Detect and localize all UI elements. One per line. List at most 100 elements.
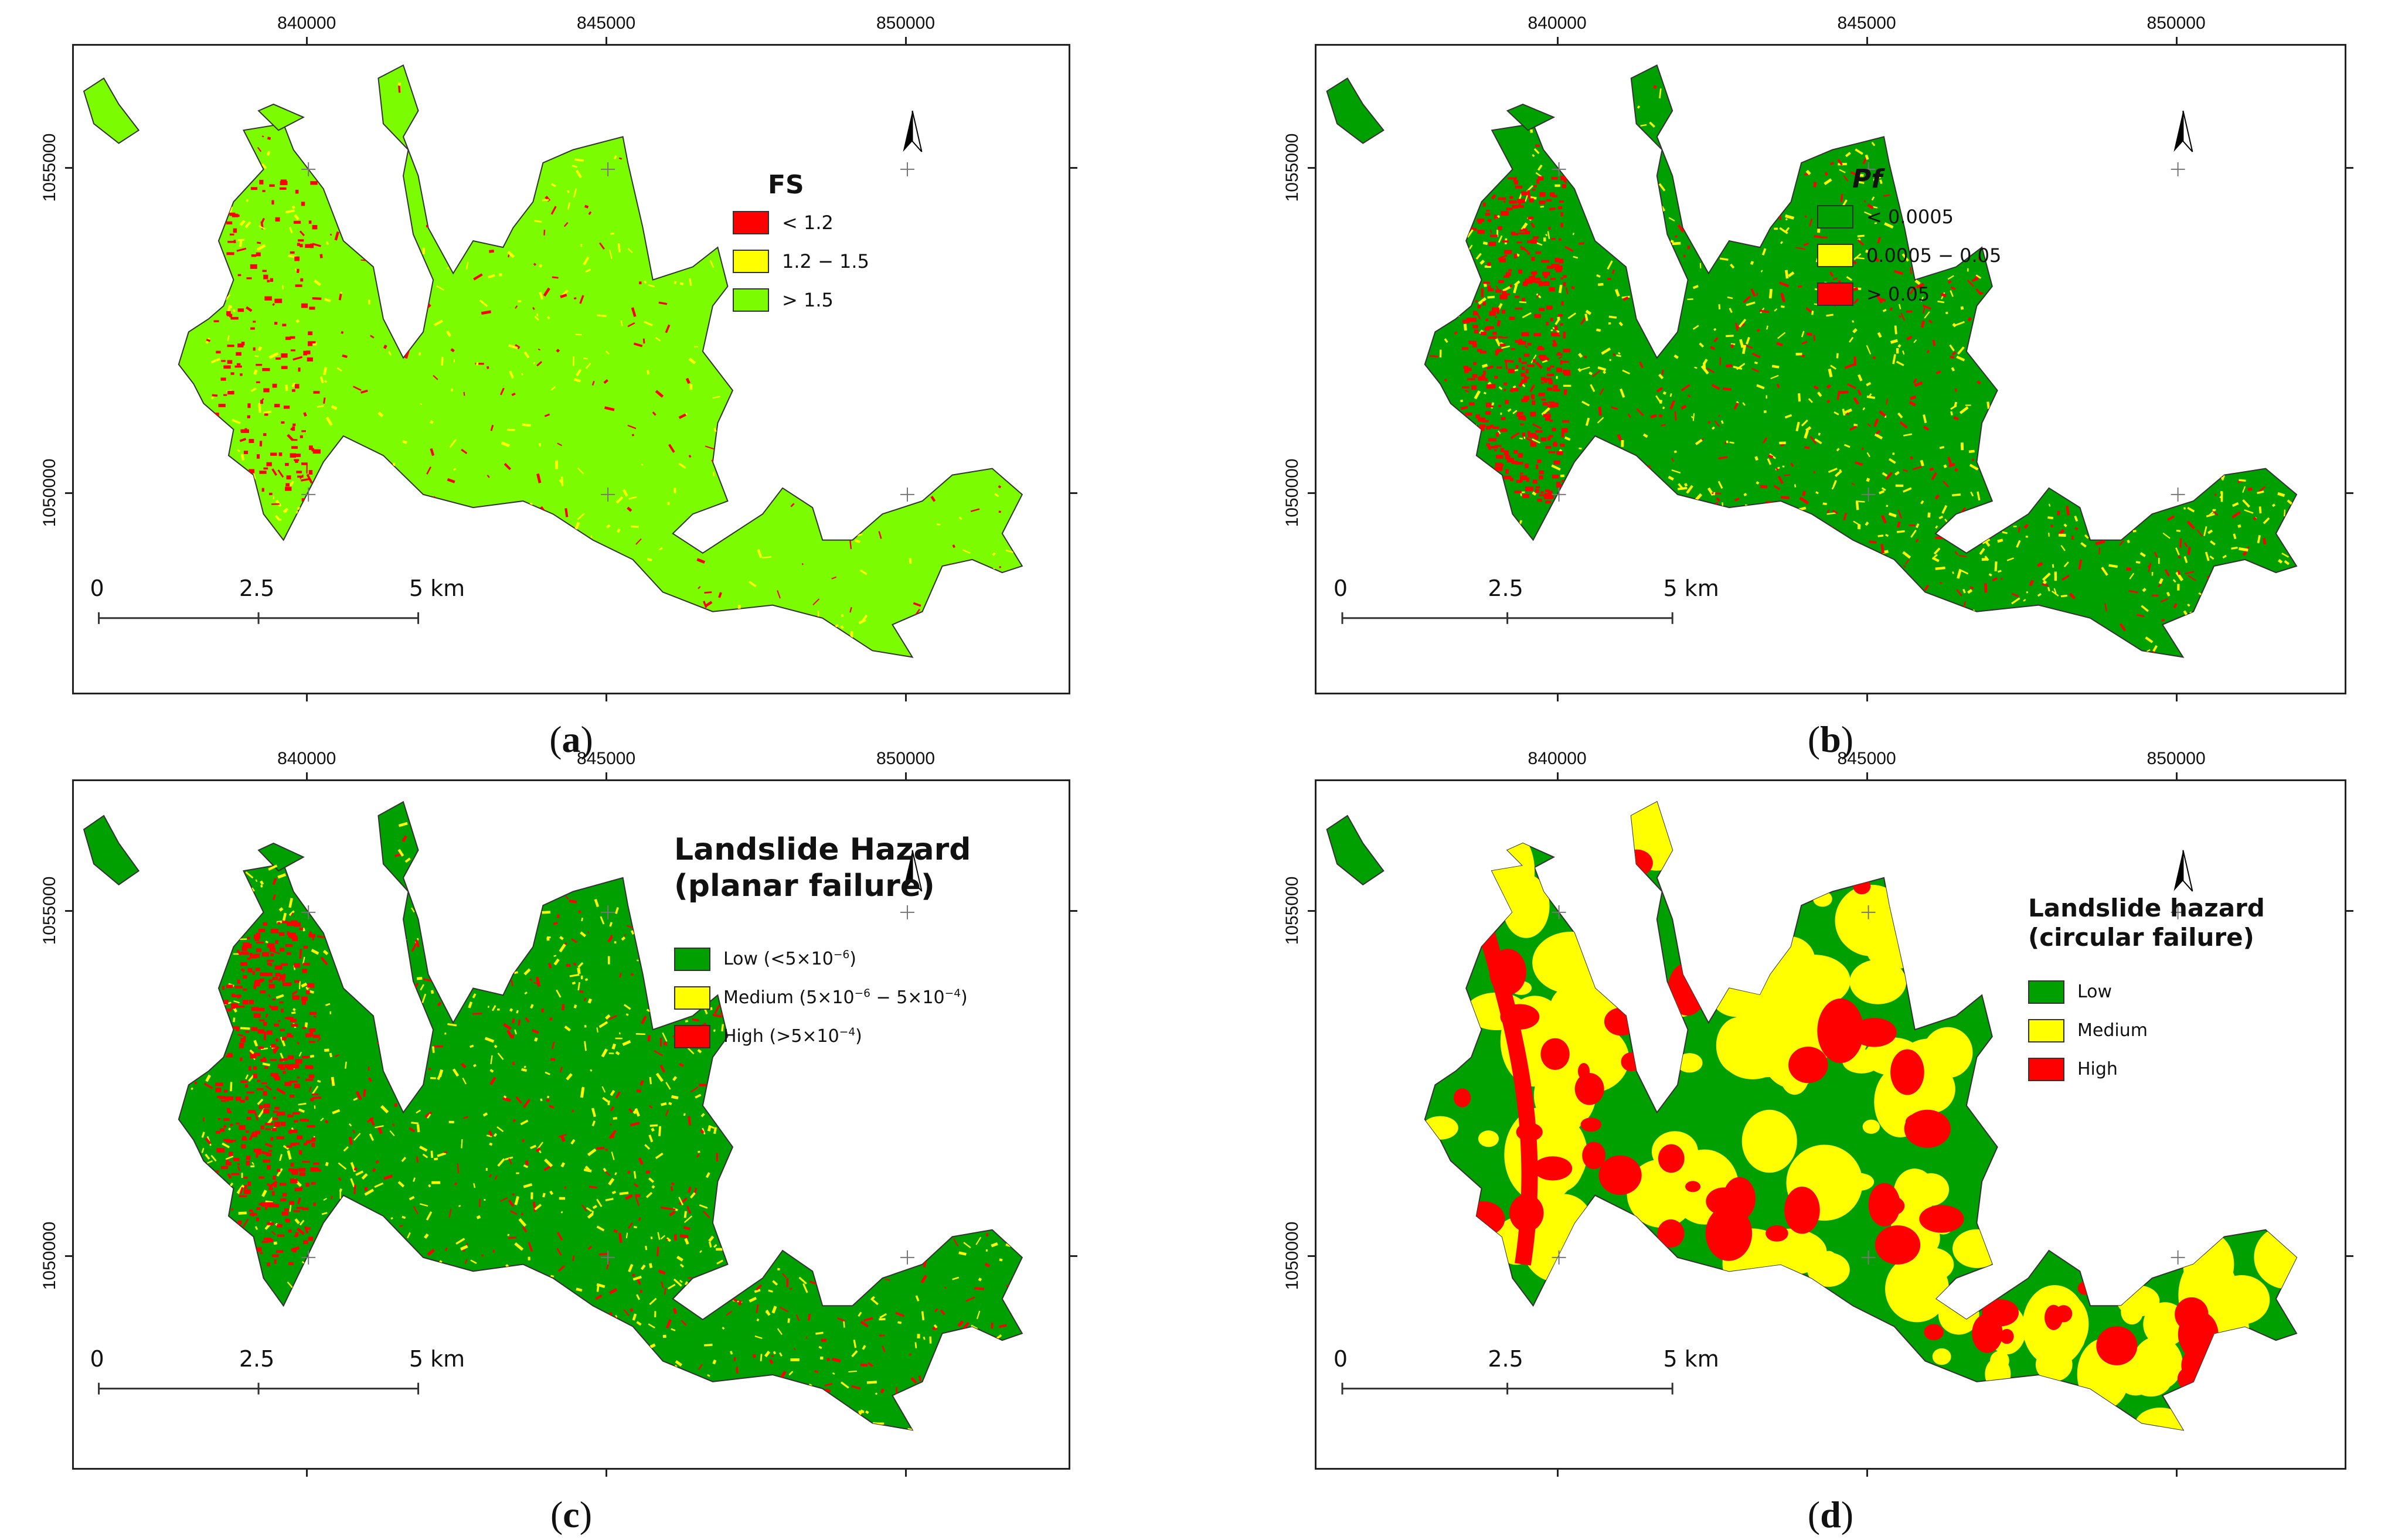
study-area <box>178 64 1023 658</box>
x-tick <box>1866 37 1868 44</box>
x-tick-label: 850000 <box>2147 13 2206 33</box>
y-tick <box>2346 166 2353 169</box>
panel-caption: (d) <box>1807 1494 1854 1535</box>
grid-cross <box>900 905 915 919</box>
scale-bar-label: 2.5 <box>1488 575 1523 601</box>
panel-caption: (b) <box>1807 718 1854 760</box>
x-tick <box>1556 37 1559 44</box>
legend-item: High (>5×10−4) <box>674 1024 862 1048</box>
grid-cross <box>601 1250 615 1265</box>
y-tick-label: 1055000 <box>40 876 59 945</box>
map-frame <box>1315 779 2346 1470</box>
y-tick <box>1070 166 1077 169</box>
y-tick <box>1070 909 1077 912</box>
y-tick <box>2346 492 2353 494</box>
scale-bar-label: 5 km <box>409 1345 465 1372</box>
legend-item: Medium <box>2028 1018 2148 1042</box>
map-frame <box>72 779 1070 1470</box>
scale-bar-label: 2.5 <box>1488 1345 1523 1372</box>
legend-subtitle: (planar failure) <box>674 868 935 904</box>
grid-cross <box>900 162 915 176</box>
grid-cross <box>601 487 615 502</box>
scale-bar-label: 2.5 <box>239 575 275 601</box>
hazard-texture <box>205 82 1013 639</box>
scale-bar-label: 2.5 <box>239 1345 275 1372</box>
legend-swatch <box>733 250 769 273</box>
north-arrow-icon <box>2173 110 2193 152</box>
legend-swatch <box>1817 282 1853 306</box>
outlier-area <box>83 77 140 144</box>
grid-cross <box>1552 905 1566 919</box>
y-tick <box>1070 1255 1077 1257</box>
x-tick <box>1556 1470 1559 1477</box>
hazard-map <box>83 64 1023 658</box>
legend-item: > 0.05 <box>1817 282 1930 306</box>
legend-item: Low (<5×10−6) <box>674 947 856 971</box>
legend-swatch <box>2028 980 2064 1004</box>
grid-cross <box>301 905 316 919</box>
x-tick <box>905 37 907 44</box>
legend-title: Pf <box>1852 164 1883 194</box>
x-tick <box>605 37 608 44</box>
outlier-area <box>257 103 305 131</box>
scale-bar <box>98 1382 420 1395</box>
x-tick <box>605 694 608 701</box>
x-tick-label: 845000 <box>577 749 636 768</box>
x-tick <box>605 772 608 779</box>
legend-label: < 0.0005 <box>1866 206 1954 228</box>
legend-swatch <box>1817 244 1853 267</box>
x-tick-label: 840000 <box>277 749 336 768</box>
grid-cross <box>2171 487 2185 502</box>
grid-cross <box>1861 487 1876 502</box>
panel-caption: (a) <box>549 718 593 760</box>
grid-cross <box>1552 162 1566 176</box>
legend-label: High (>5×10−4) <box>723 1026 862 1047</box>
legend-label: 1.2 − 1.5 <box>782 250 869 272</box>
legend-item: < 0.0005 <box>1817 205 1954 229</box>
legend-label: < 1.2 <box>782 212 834 234</box>
outlier-area <box>1326 815 1385 885</box>
y-tick <box>65 166 72 169</box>
legend-label: > 0.05 <box>1866 283 1930 305</box>
y-tick <box>65 492 72 494</box>
legend-title: Landslide hazard <box>2028 894 2265 922</box>
legend-label: 0.0005 − 0.05 <box>1866 244 2002 267</box>
outlier-area <box>1326 77 1385 144</box>
grid-cross <box>1861 1250 1876 1265</box>
x-tick <box>2175 37 2178 44</box>
grid-cross <box>1552 487 1566 502</box>
x-tick <box>306 694 308 701</box>
grid-cross <box>601 905 615 919</box>
x-tick <box>306 772 308 779</box>
scale-bar <box>98 612 420 624</box>
y-tick-label: 1055000 <box>40 133 59 202</box>
study-area <box>1424 800 2298 1431</box>
legend-item: Medium (5×10−6 − 5×10−4) <box>674 986 968 1010</box>
hazard-texture <box>1422 802 2297 1430</box>
x-tick-label: 850000 <box>2147 749 2206 768</box>
x-tick <box>2175 1470 2178 1477</box>
legend-swatch <box>733 288 769 312</box>
north-arrow-icon <box>903 850 923 892</box>
y-tick-label: 1055000 <box>1283 876 1302 945</box>
y-tick <box>1070 492 1077 494</box>
grid-cross <box>2171 905 2185 919</box>
y-tick-label: 1055000 <box>1283 133 1302 202</box>
x-tick <box>1556 694 1559 701</box>
hazard-map <box>1326 64 2298 658</box>
north-arrow-icon <box>903 110 923 152</box>
x-tick <box>1556 772 1559 779</box>
x-tick-label: 845000 <box>1837 749 1896 768</box>
y-tick <box>2346 1255 2353 1257</box>
scale-bar-label: 5 km <box>409 575 465 601</box>
scale-bar-label: 5 km <box>1663 1345 1719 1372</box>
x-tick-label: 850000 <box>876 13 936 33</box>
x-tick <box>306 1470 308 1477</box>
y-tick-label: 1050000 <box>1283 458 1302 527</box>
legend-item: 0.0005 − 0.05 <box>1817 244 2001 267</box>
study-area <box>178 800 1023 1431</box>
x-tick-label: 845000 <box>577 13 636 33</box>
x-tick <box>1866 1470 1868 1477</box>
grid-cross <box>900 1250 915 1265</box>
y-tick <box>2346 909 2353 912</box>
